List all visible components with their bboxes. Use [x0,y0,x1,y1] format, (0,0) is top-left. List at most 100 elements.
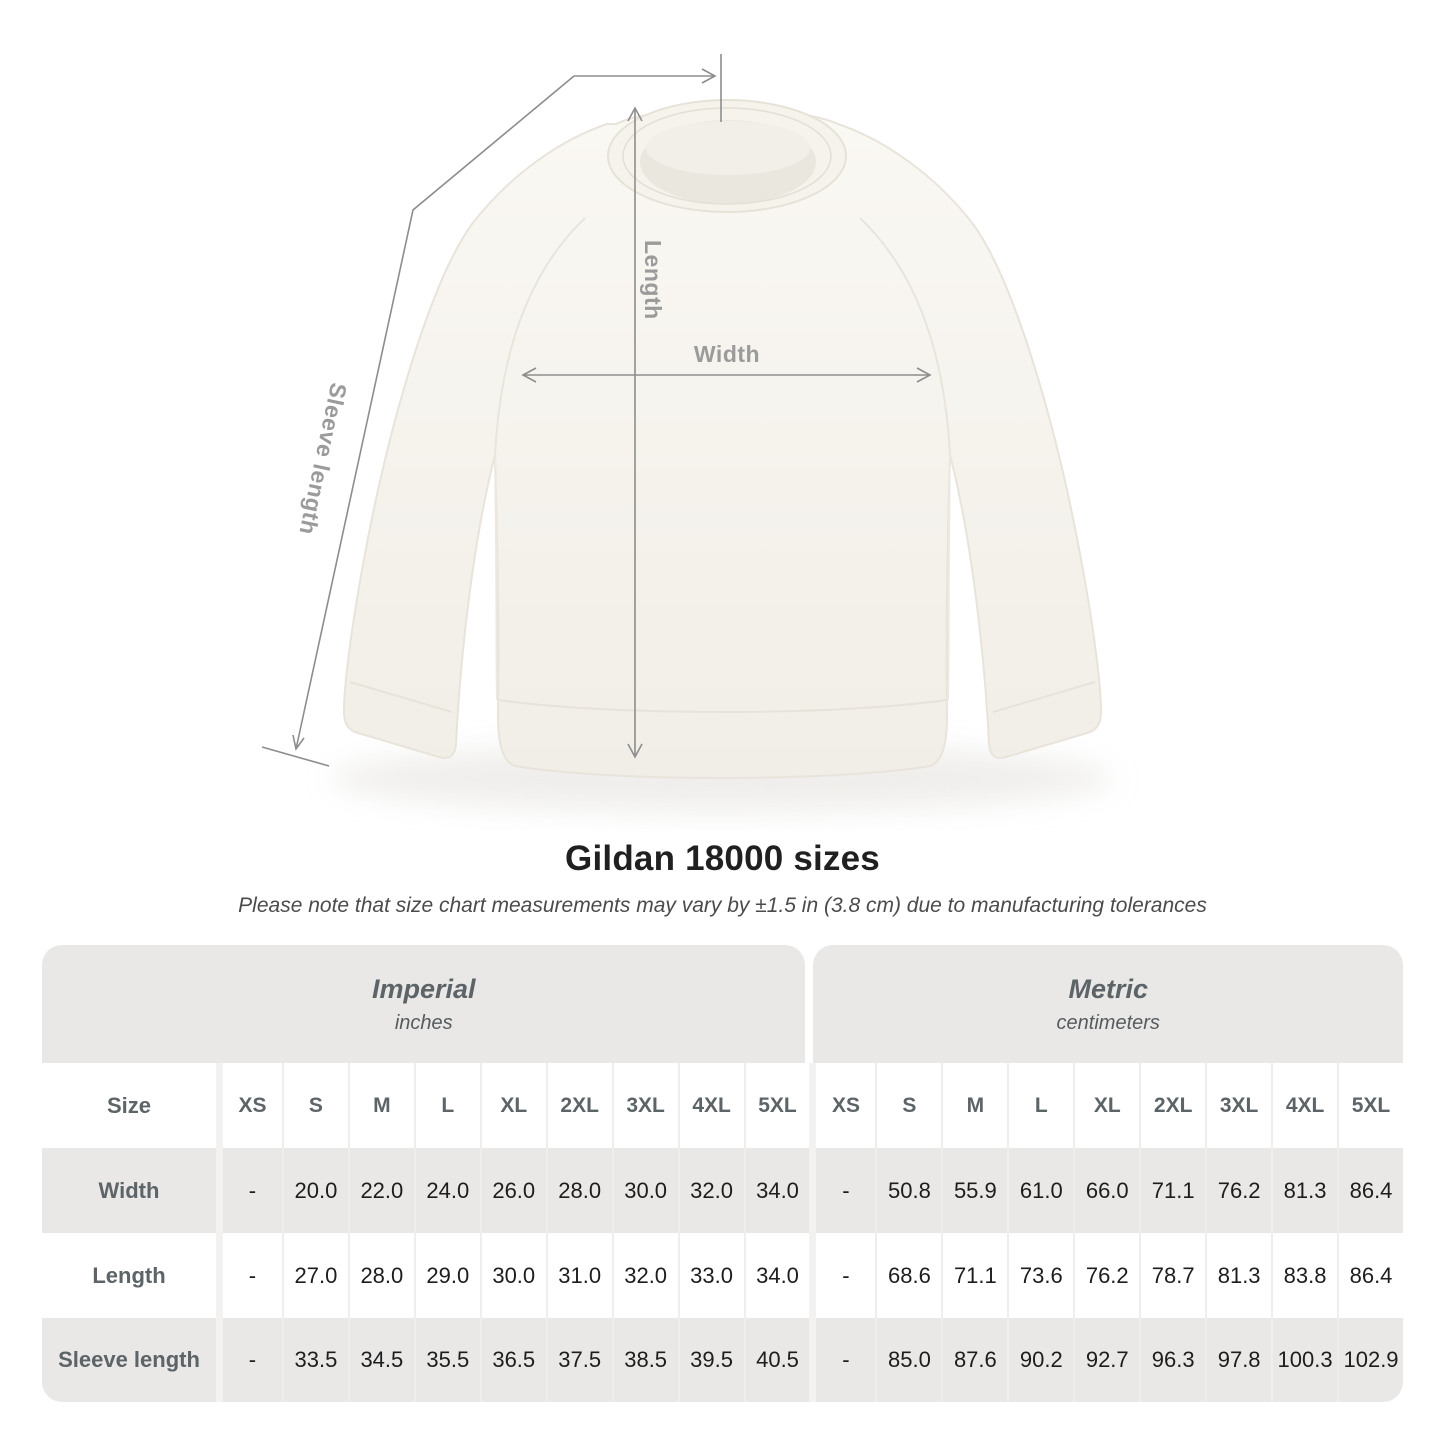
imperial-header: Imperial inches [42,945,806,1063]
value-cell: 86.4 [1337,1148,1403,1233]
width-measure-label: Width [693,341,761,367]
value-cell: 71.1 [1139,1148,1206,1233]
value-cell: 28.0 [545,1148,612,1233]
row-label-sleeve-length: Sleeve length [42,1318,216,1402]
value-cell: 61.0 [1007,1148,1074,1233]
length-measure-label: Length [640,240,666,320]
size-header-cell: 3XL [1205,1063,1271,1148]
measurement-overlay [261,54,932,767]
value-cell: 34.0 [743,1233,810,1318]
value-cell: 38.5 [611,1318,678,1402]
metric-header: Metric centimeters [813,945,1403,1063]
size-header-cell: S [281,1063,348,1148]
value-cell: 87.6 [941,1318,1008,1402]
sleeve-tick [261,746,330,767]
sleeve-arrowhead [292,734,305,751]
value-cell: 73.6 [1007,1233,1073,1318]
value-cell: 86.4 [1337,1233,1403,1318]
value-cell: 36.5 [479,1318,546,1402]
size-header-cell: 2XL [545,1063,612,1148]
value-cell: 30.0 [611,1148,678,1233]
value-cell: - [809,1318,876,1402]
size-header-cell: S [875,1063,941,1148]
value-cell: 50.8 [875,1148,942,1233]
right-cuff-seam [992,681,1096,713]
value-cell: 22.0 [347,1148,414,1233]
value-cell: 30.0 [479,1233,546,1318]
size-header-cell: L [1007,1063,1073,1148]
size-header-cell: XS [216,1063,282,1148]
value-cell: 32.0 [677,1148,744,1233]
value-cell: 76.2 [1205,1148,1272,1233]
value-cell: 97.8 [1205,1318,1272,1402]
size-header-cell: 4XL [1271,1063,1337,1148]
right-armhole-seam [859,217,951,456]
value-cell: 100.3 [1271,1318,1338,1402]
size-header-cell: 5XL [743,1063,810,1148]
hem-seam [498,699,947,713]
left-body-crease [494,454,498,701]
collar-stitch [622,107,832,205]
value-cell: 85.0 [875,1318,942,1402]
value-cell: 40.5 [743,1318,810,1402]
value-cell: 32.0 [611,1233,678,1318]
value-cell: 27.0 [281,1233,348,1318]
value-cell: 37.5 [545,1318,612,1402]
value-cell: 68.6 [875,1233,941,1318]
right-body-crease [947,454,951,701]
value-cell: 33.0 [677,1233,744,1318]
row-label-width: Width [42,1148,216,1233]
value-cell: 102.9 [1337,1318,1403,1402]
value-cell: 39.5 [677,1318,744,1402]
value-cell: 35.5 [413,1318,480,1402]
value-cell: 71.1 [941,1233,1007,1318]
size-header-cell: XL [1073,1063,1139,1148]
metric-unit: centimeters [1056,1011,1160,1034]
length-arrow-up [627,106,643,122]
value-cell: 34.5 [347,1318,414,1402]
size-header-cell: XS [809,1063,875,1148]
sweatshirt-illustration [332,99,1112,812]
width-arrow-right [916,367,932,383]
imperial-unit: inches [394,1011,453,1034]
value-cell: 34.0 [743,1148,810,1233]
size-table: Imperial inches Metric centimeters Size … [42,945,1403,1402]
metric-title: Metric [1068,973,1148,1004]
collar-back-neck [646,121,810,175]
value-cell: 78.7 [1139,1233,1205,1318]
value-cell: - [809,1233,875,1318]
size-header-cell: 5XL [1337,1063,1403,1148]
top-arrowhead [701,68,717,84]
sweatshirt-body [342,108,1103,779]
size-header-cell: L [413,1063,480,1148]
value-cell: 90.2 [1007,1318,1074,1402]
left-armhole-seam [494,217,586,456]
size-header-cell: 2XL [1139,1063,1205,1148]
value-cell: 81.3 [1205,1233,1271,1318]
size-column-header: Size [106,1092,152,1118]
length-arrow-down [627,743,643,759]
value-cell: - [216,1148,282,1233]
value-cell: 66.0 [1073,1148,1140,1233]
row-label-length: Length [92,1262,166,1288]
sleeve-line [295,75,575,750]
value-cell: 29.0 [413,1233,480,1318]
size-header-cell: 3XL [611,1063,678,1148]
product-photo: Length Width Sleeve length [261,54,1112,812]
value-cell: 26.0 [479,1148,546,1233]
size-header-cell: M [347,1063,414,1148]
imperial-title: Imperial [371,973,476,1004]
tolerance-note: Please note that size chart measurements… [238,894,1207,917]
value-cell: 31.0 [545,1233,612,1318]
value-cell: 20.0 [281,1148,348,1233]
value-cell: 28.0 [347,1233,414,1318]
left-cuff-seam [349,681,453,713]
page-title: Gildan 18000 sizes [565,839,880,878]
value-cell: 24.0 [413,1148,480,1233]
size-header-cell: M [941,1063,1007,1148]
size-header-cell: XL [479,1063,546,1148]
value-cell: - [216,1318,282,1402]
value-cell: 92.7 [1073,1318,1140,1402]
value-cell: 33.5 [281,1318,348,1402]
